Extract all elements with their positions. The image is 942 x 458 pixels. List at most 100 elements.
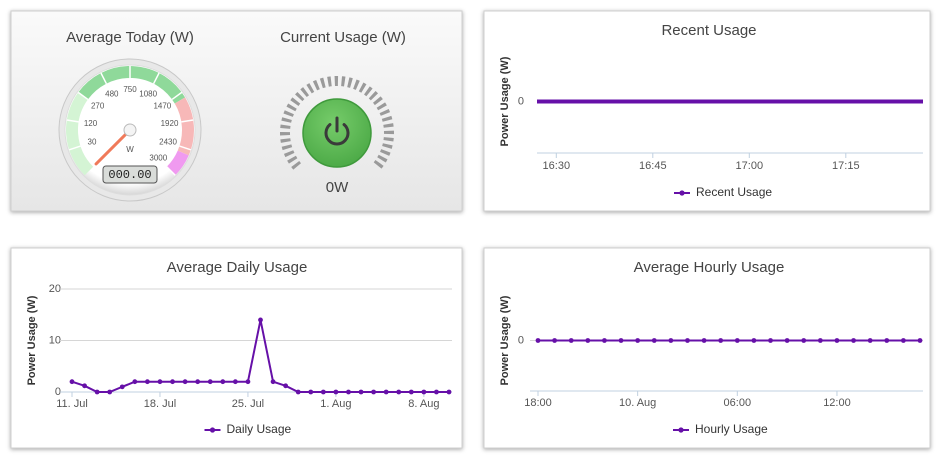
series-point <box>817 338 823 343</box>
y-tick-label: 0 <box>518 334 524 346</box>
power-icon <box>324 123 350 146</box>
legend-symbol <box>678 427 684 433</box>
series-point <box>170 379 175 385</box>
gauge-tick <box>166 166 176 176</box>
series-point <box>434 389 439 395</box>
series-point <box>283 383 289 389</box>
gauge-display-value: 000.00 <box>108 168 151 182</box>
power-button[interactable] <box>302 98 372 168</box>
gauge-band <box>66 92 94 176</box>
y-axis-label: Power Usage (W) <box>499 56 511 146</box>
x-tick-label: 18. Jul <box>144 398 176 410</box>
series-point <box>69 379 75 385</box>
power-value: 0W <box>326 179 349 196</box>
series-point <box>701 338 707 343</box>
x-tick-label: 12:00 <box>823 397 851 409</box>
series-point <box>207 379 213 385</box>
series-point <box>220 379 226 385</box>
legend-symbol <box>209 427 216 433</box>
y-axis-label: Power Usage (W) <box>499 295 511 385</box>
gauge-tick-label: 30 <box>88 137 97 146</box>
y-tick-label: 20 <box>49 283 61 295</box>
legend-label[interactable]: Hourly Usage <box>695 422 768 436</box>
gauge-tick-label: 2430 <box>159 137 177 146</box>
series-point <box>383 389 389 395</box>
chart-title: Recent Usage <box>661 22 756 39</box>
series-point <box>834 338 840 343</box>
series-point <box>651 338 657 343</box>
gauge-tick-label: 750 <box>123 85 137 94</box>
series-point <box>668 338 674 343</box>
x-tick-label: 18:00 <box>524 397 552 409</box>
series-point <box>295 389 301 395</box>
series-point <box>119 384 125 390</box>
gauge-tick-label: 120 <box>84 119 98 128</box>
series-point <box>884 338 890 343</box>
gauge-tick <box>100 72 108 85</box>
x-tick-label: 16:45 <box>639 160 667 172</box>
panel <box>483 10 931 212</box>
gauge-tick <box>66 119 79 123</box>
series-point <box>602 338 607 343</box>
series-point <box>768 338 773 343</box>
legend-label[interactable]: Recent Usage <box>696 185 772 199</box>
x-tick-label: 17:00 <box>736 160 764 172</box>
gauge-unit: W <box>126 145 134 154</box>
series-point <box>917 338 923 343</box>
series-point <box>618 338 624 343</box>
legend-symbol <box>679 190 685 196</box>
legend-label[interactable]: Daily Usage <box>227 422 292 436</box>
series-point <box>270 379 276 385</box>
x-tick-label: 1. Aug <box>320 398 351 410</box>
gauge-tick-label: 1920 <box>161 119 179 128</box>
series-point <box>535 338 541 343</box>
gauge-tick <box>181 119 194 123</box>
y-axis-label: Power Usage (W) <box>26 295 38 385</box>
y-tick-label: 0 <box>518 95 524 107</box>
series-point <box>245 379 251 385</box>
series-point <box>371 389 376 395</box>
chart-title: Average Today (W) <box>66 29 194 46</box>
series-point <box>232 379 238 385</box>
gauge-display <box>102 165 158 184</box>
series-point <box>421 389 427 395</box>
gauge-band <box>78 66 186 104</box>
x-tick-label: 11. Jul <box>56 398 88 410</box>
series-point <box>396 389 402 395</box>
x-tick-label: 8. Aug <box>408 398 439 410</box>
series-point <box>784 338 790 343</box>
gauge-tick-label: 3000 <box>149 153 167 162</box>
series-point <box>94 389 100 395</box>
x-tick-label: 17:15 <box>832 160 860 172</box>
series-point <box>867 338 873 343</box>
series-point <box>635 338 641 343</box>
gauge-tick-label: 480 <box>105 89 119 98</box>
series-point <box>685 338 690 343</box>
power-ring <box>280 76 394 170</box>
gauge-tick <box>179 145 192 151</box>
series-point <box>408 389 414 395</box>
series-point <box>801 338 807 343</box>
x-tick-label: 06:00 <box>724 397 752 409</box>
series-point <box>132 379 138 385</box>
gauge-tick-label: 1470 <box>153 102 171 111</box>
series-point <box>568 338 574 343</box>
gauge-needle <box>94 128 132 166</box>
chart-title: Average Daily Usage <box>167 259 308 276</box>
series-point <box>320 389 326 395</box>
series-point <box>157 379 163 385</box>
x-tick-label: 10. Aug <box>619 397 656 409</box>
series-point <box>446 389 452 395</box>
series-point <box>552 338 558 343</box>
gauge-tick-label: 1080 <box>139 89 157 98</box>
series-point <box>258 317 263 323</box>
gauge-tick <box>152 72 160 85</box>
series-point <box>308 389 314 395</box>
x-tick-label: 16:30 <box>543 160 571 172</box>
series-point <box>82 383 87 389</box>
chart-title: Current Usage (W) <box>280 29 406 46</box>
series-point <box>900 338 906 343</box>
x-tick-label: 25. Jul <box>232 398 264 410</box>
series-point <box>734 338 740 343</box>
